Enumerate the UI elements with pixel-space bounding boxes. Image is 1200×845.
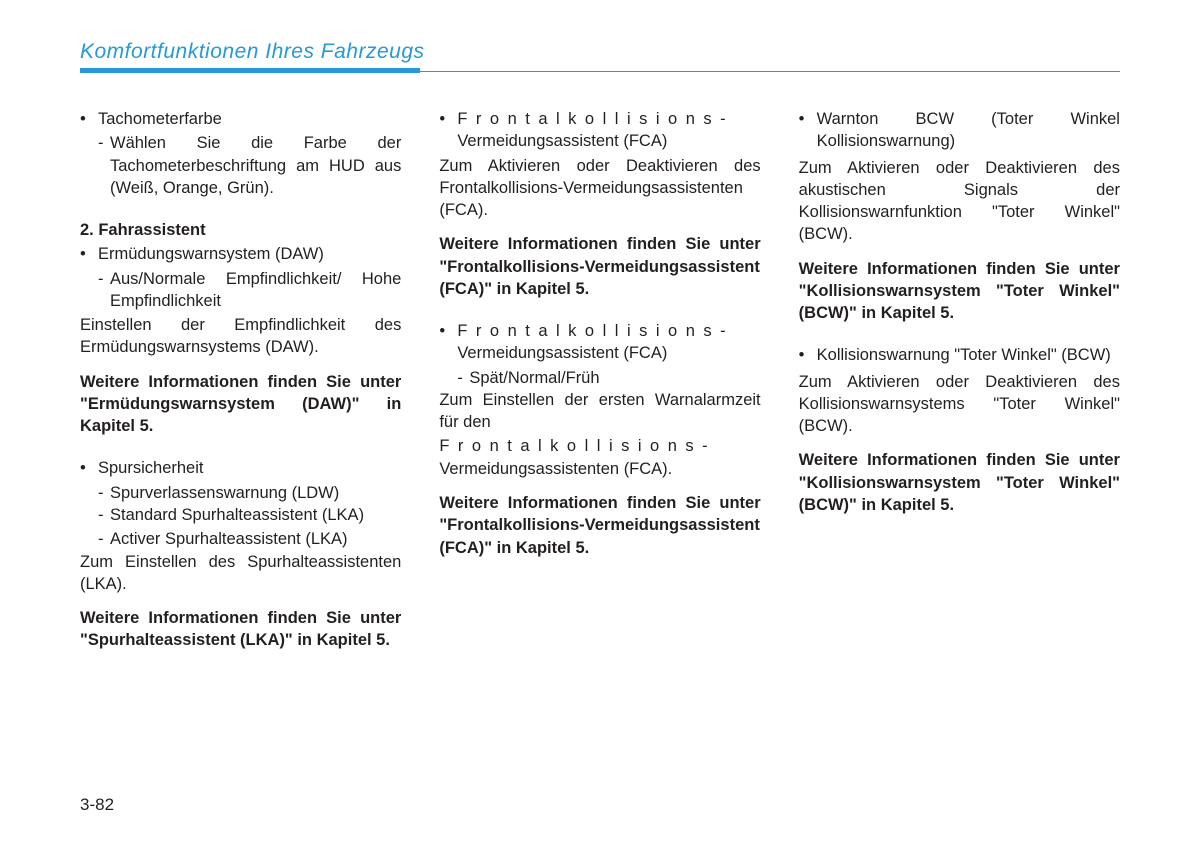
dash-icon: - [457, 367, 469, 389]
sub-daw-sensitivity: - Aus/Normale Empfindlichkeit/ Hohe Empf… [98, 268, 401, 315]
bullet-text: Warnton BCW (Toter Winkel Kollisionswarn… [817, 108, 1120, 153]
fca2-desc3: Vermeidungsassistenten (FCA). [439, 458, 760, 480]
bullet-tachometer: • Tachometerfarbe [80, 108, 401, 130]
sub-text: Activer Spurhalteassistent (LKA) [110, 528, 401, 550]
fca2-desc1: Zum Einstellen der ersten Warnalarmzeit … [439, 389, 760, 434]
dash-icon: - [98, 528, 110, 550]
sub-lka-standard: - Standard Spurhalteassistent (LKA) [98, 504, 401, 528]
bullet-icon: • [799, 108, 817, 155]
dash-icon: - [98, 482, 110, 504]
header-line-thin [420, 71, 1120, 72]
sub-fca2-timing: - Spät/Normal/Früh [457, 367, 760, 389]
fca2-spaced: Frontalkollisions- [457, 322, 734, 340]
bullet-text: Spursicherheit [98, 457, 401, 479]
bullet-fca1: • Frontalkollisions- Vermeidungsassisten… [439, 108, 760, 153]
sub-lka-active: - Activer Spurhalteassistent (LKA) [98, 528, 401, 550]
header-title: Komfortfunktionen Ihres Fahrzeugs [80, 40, 1120, 68]
header-underline [80, 68, 1120, 73]
column-2: • Frontalkollisions- Vermeidungsassisten… [439, 108, 760, 654]
bullet-spursicherheit: • Spursicherheit [80, 457, 401, 479]
lka-moreinfo: Weitere Informationen finden Sie unter "… [80, 607, 401, 652]
header-line-thick [80, 68, 420, 73]
fca2-spaced2: Frontalkollisions- [439, 437, 716, 455]
dash-icon: - [98, 504, 110, 528]
fca2-desc2: Frontalkollisions- [439, 435, 760, 457]
daw-moreinfo: Weitere Informationen finden Sie unter "… [80, 371, 401, 438]
heading-fahrassistent: 2. Fahrassistent [80, 219, 401, 241]
bullet-icon: • [80, 243, 98, 265]
dash-icon: - [98, 132, 110, 201]
fca1-line2: Vermeidungsassistent (FCA) [457, 132, 667, 150]
sub-text: Aus/Normale Empfindlichkeit/ Hohe Empfin… [110, 268, 401, 313]
sub-ldw: - Spurverlassenswarnung (LDW) [98, 482, 401, 504]
sub-text: Spurverlassenswarnung (LDW) [110, 482, 401, 504]
bullet-daw: • Ermüdungswarnsystem (DAW) [80, 243, 401, 265]
bullet-icon: • [439, 108, 457, 153]
column-3: • Warnton BCW (Toter Winkel Kollisionswa… [799, 108, 1120, 654]
sub-tachometer-color: - Wählen Sie die Farbe der Tachometerbes… [98, 132, 401, 201]
fca2-line2: Vermeidungsassistent (FCA) [457, 344, 667, 362]
bullet-text: Kollisionswarnung "Toter Winkel" (BCW) [817, 344, 1120, 366]
bcw-warnton-moreinfo: Weitere Informationen finden Sie unter "… [799, 258, 1120, 325]
column-1: • Tachometerfarbe - Wählen Sie die Farbe… [80, 108, 401, 654]
bullet-text: Frontalkollisions- Vermeidungsassistent … [457, 108, 760, 153]
sub-text: Wählen Sie die Farbe der Tachometerbesch… [110, 132, 401, 199]
bullet-icon: • [80, 108, 98, 130]
fca2-moreinfo: Weitere Informationen finden Sie unter "… [439, 492, 760, 559]
daw-description: Einstellen der Empfindlichkeit des Ermüd… [80, 314, 401, 359]
sub-text: Spät/Normal/Früh [469, 367, 760, 389]
bcw-kollision-description: Zum Aktivieren oder Deaktivieren des Kol… [799, 371, 1120, 438]
bullet-icon: • [439, 320, 457, 365]
bcw-warnton-description: Zum Aktivieren oder Deaktivieren des aku… [799, 157, 1120, 246]
bullet-bcw-kollision: • Kollisionswarnung "Toter Winkel" (BCW) [799, 344, 1120, 368]
bullet-bcw-warnton: • Warnton BCW (Toter Winkel Kollisionswa… [799, 108, 1120, 155]
fca1-spaced: Frontalkollisions- [457, 110, 734, 128]
page-number: 3-82 [80, 795, 114, 815]
bullet-text: Tachometerfarbe [98, 108, 401, 130]
fca1-description: Zum Aktivieren oder Deaktivieren des Fro… [439, 155, 760, 222]
bullet-fca2: • Frontalkollisions- Vermeidungsassisten… [439, 320, 760, 365]
fca1-moreinfo: Weitere Informationen finden Sie unter "… [439, 233, 760, 300]
sub-text: Standard Spurhalteassistent (LKA) [110, 504, 401, 526]
bullet-text: Frontalkollisions- Vermeidungsassistent … [457, 320, 760, 365]
bcw-kollision-moreinfo: Weitere Informationen finden Sie unter "… [799, 449, 1120, 516]
bullet-icon: • [799, 344, 817, 368]
content-columns: • Tachometerfarbe - Wählen Sie die Farbe… [80, 108, 1120, 654]
bullet-text: Ermüdungswarnsystem (DAW) [98, 243, 401, 265]
dash-icon: - [98, 268, 110, 315]
bullet-icon: • [80, 457, 98, 479]
page-header: Komfortfunktionen Ihres Fahrzeugs [80, 40, 1120, 73]
lka-description: Zum Einstellen des Spurhalteassistenten … [80, 551, 401, 596]
